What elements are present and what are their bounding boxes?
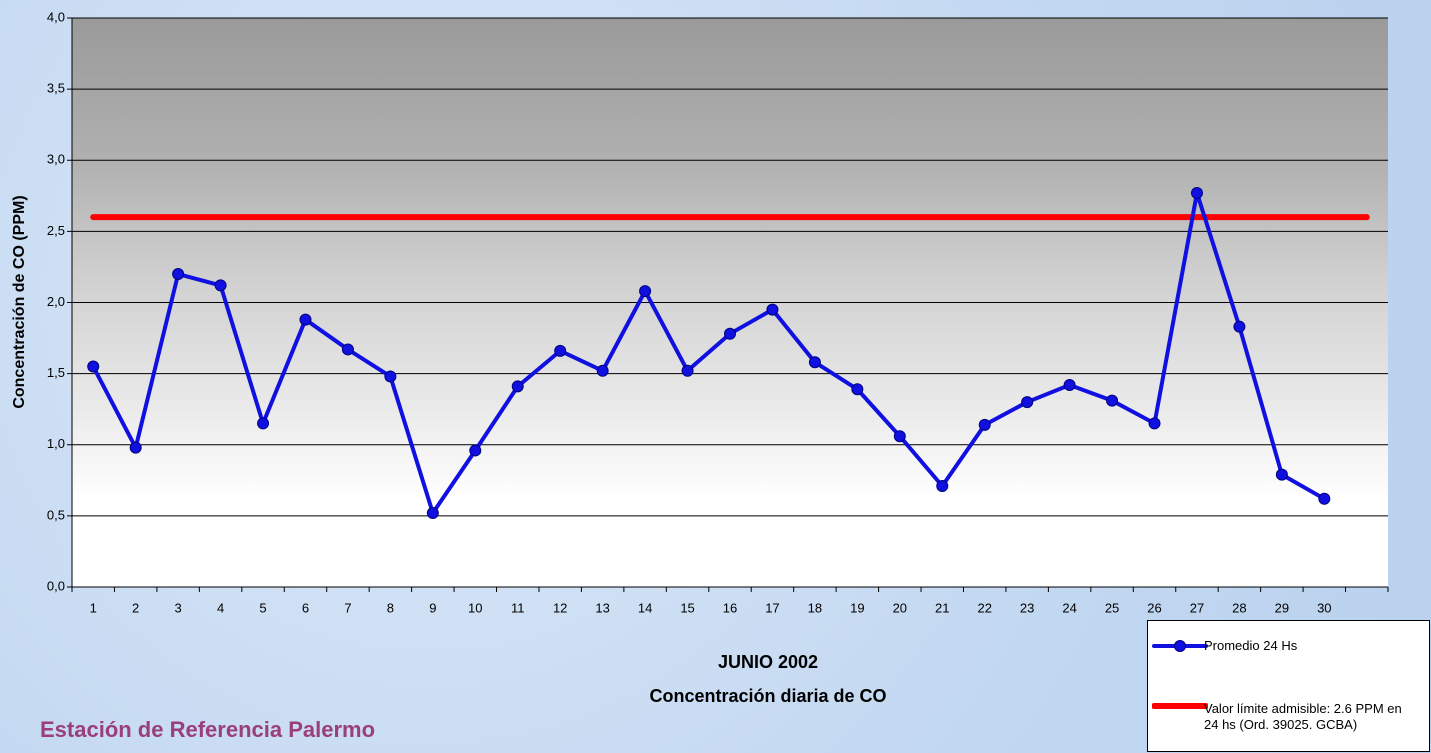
x-tick-label: 29	[1275, 600, 1289, 615]
x-tick-label: 30	[1317, 600, 1331, 615]
data-point	[512, 381, 523, 392]
data-point	[894, 431, 905, 442]
data-point	[300, 314, 311, 325]
chart-title: Concentración diaria de CO	[649, 686, 886, 706]
data-point	[1022, 397, 1033, 408]
data-point	[215, 280, 226, 291]
y-tick-label: 3,0	[47, 152, 65, 167]
x-tick-label: 2	[132, 600, 139, 615]
data-point	[809, 357, 820, 368]
data-point	[767, 304, 778, 315]
x-tick-label: 4	[217, 600, 224, 615]
data-point	[88, 361, 99, 372]
data-point	[470, 445, 481, 456]
y-tick-label: 1,5	[47, 365, 65, 380]
data-point	[427, 508, 438, 519]
data-point	[852, 384, 863, 395]
legend-label: Promedio 24 Hs	[1204, 638, 1414, 654]
x-tick-label: 25	[1105, 600, 1119, 615]
x-tick-label: 19	[850, 600, 864, 615]
y-axis-title: Concentración de CO (PPM)	[11, 195, 28, 408]
data-point	[342, 344, 353, 355]
data-point	[555, 345, 566, 356]
page: Concentración de CO (PPM) JUNIO 2002 Con…	[0, 0, 1431, 753]
x-tick-label: 24	[1062, 600, 1076, 615]
data-point	[597, 365, 608, 376]
x-tick-label: 22	[977, 600, 991, 615]
legend-swatch	[1152, 701, 1208, 721]
y-tick-label: 0,0	[47, 578, 65, 593]
y-tick-label: 3,5	[47, 81, 65, 96]
x-tick-label: 21	[935, 600, 949, 615]
legend-marker	[1175, 641, 1186, 652]
data-point	[1107, 395, 1118, 406]
x-tick-label: 17	[765, 600, 779, 615]
legend-item: Promedio 24 Hs	[1152, 638, 1414, 658]
data-point	[640, 286, 651, 297]
x-tick-label: 1	[90, 600, 97, 615]
x-tick-label: 15	[680, 600, 694, 615]
y-tick-label: 2,5	[47, 223, 65, 238]
x-tick-label: 5	[259, 600, 266, 615]
x-tick-label: 9	[429, 600, 436, 615]
data-point	[1234, 321, 1245, 332]
x-tick-label: 13	[595, 600, 609, 615]
x-tick-label: 3	[175, 600, 182, 615]
legend-item: Valor límite admisible: 2.6 PPM en 24 hs…	[1152, 701, 1414, 733]
data-point	[1276, 469, 1287, 480]
x-tick-label: 10	[468, 600, 482, 615]
x-tick-label: 18	[808, 600, 822, 615]
x-tick-label: 26	[1147, 600, 1161, 615]
data-point	[258, 418, 269, 429]
y-tick-label: 0,5	[47, 507, 65, 522]
x-tick-label: 16	[723, 600, 737, 615]
x-tick-label: 8	[387, 600, 394, 615]
y-tick-label: 4,0	[47, 9, 65, 24]
x-axis-title: JUNIO 2002	[718, 652, 818, 672]
data-point	[979, 419, 990, 430]
data-point	[682, 365, 693, 376]
x-tick-label: 23	[1020, 600, 1034, 615]
x-tick-label: 12	[553, 600, 567, 615]
x-tick-label: 6	[302, 600, 309, 615]
x-tick-label: 28	[1232, 600, 1246, 615]
legend-label: Valor límite admisible: 2.6 PPM en 24 hs…	[1204, 701, 1414, 733]
x-tick-label: 7	[344, 600, 351, 615]
data-point	[1191, 187, 1202, 198]
x-tick-label: 14	[638, 600, 652, 615]
data-point	[1064, 380, 1075, 391]
annotation: Estación de Referencia Palermo	[40, 717, 375, 742]
y-tick-label: 1,0	[47, 436, 65, 451]
data-point	[1149, 418, 1160, 429]
data-point	[1319, 493, 1330, 504]
x-tick-label: 11	[511, 600, 525, 615]
y-tick-label: 2,0	[47, 294, 65, 309]
data-point	[937, 481, 948, 492]
data-point	[385, 371, 396, 382]
data-point	[725, 328, 736, 339]
data-point	[173, 269, 184, 280]
legend-swatch	[1152, 638, 1208, 658]
x-tick-label: 27	[1190, 600, 1204, 615]
x-tick-label: 20	[893, 600, 907, 615]
data-point	[130, 442, 141, 453]
legend: Promedio 24 Hs Valor límite admisible: 2.…	[1147, 620, 1430, 752]
